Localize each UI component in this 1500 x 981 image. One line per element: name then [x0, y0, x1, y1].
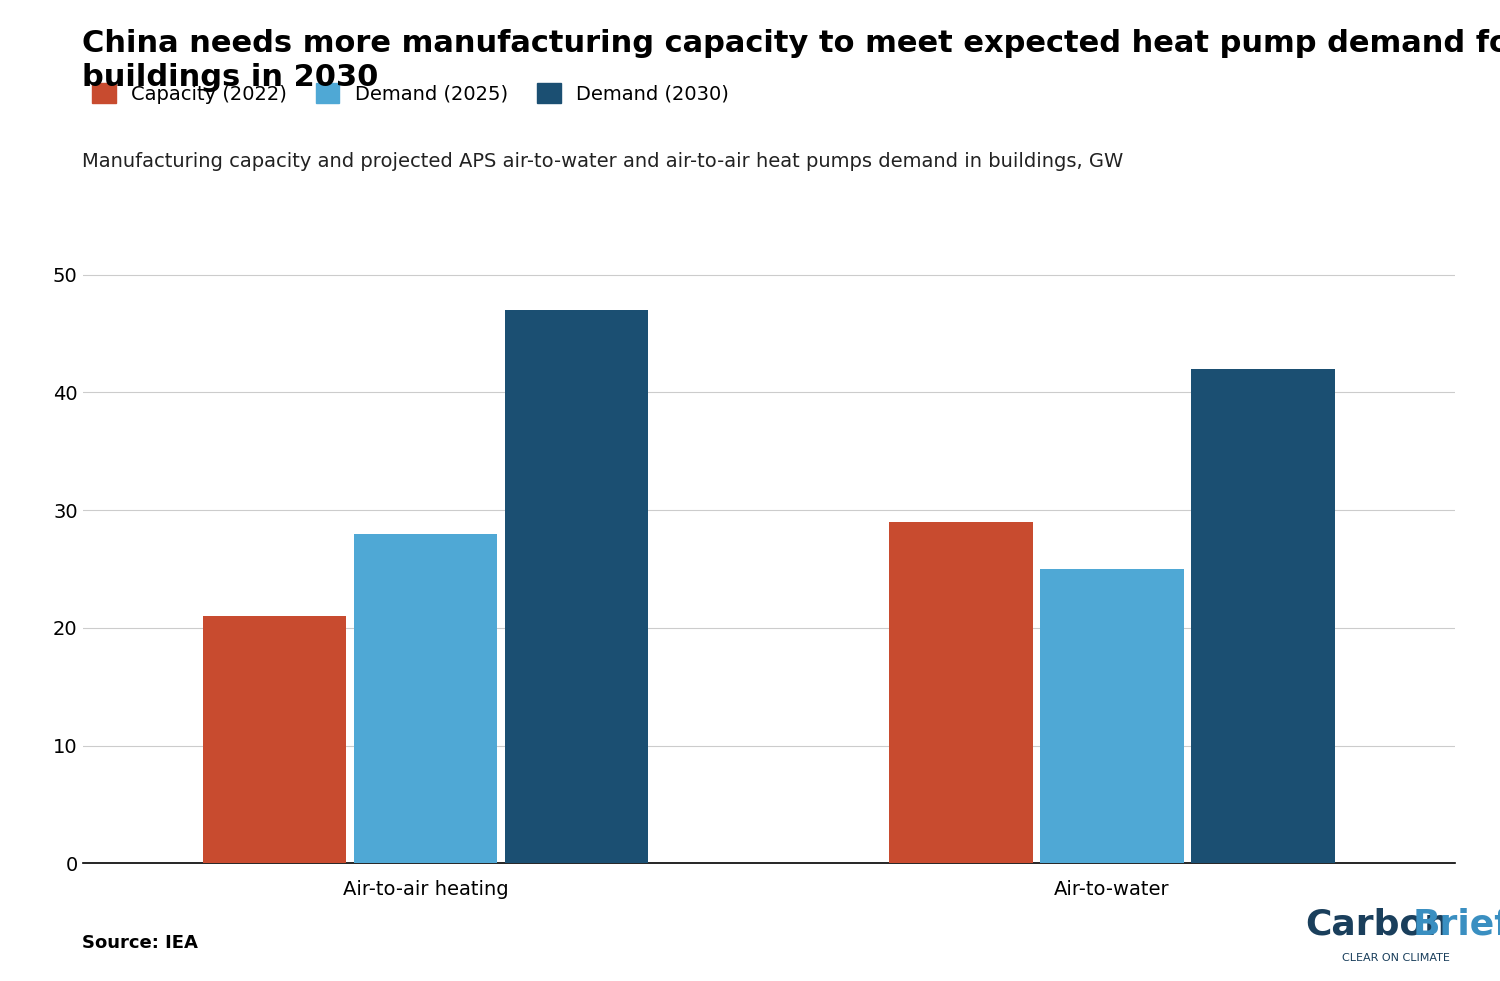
Text: Manufacturing capacity and projected APS air-to-water and air-to-air heat pumps : Manufacturing capacity and projected APS…	[82, 152, 1124, 171]
Bar	[354, 534, 498, 863]
Text: Carbon: Carbon	[1305, 907, 1450, 942]
Bar	[202, 616, 346, 863]
Bar	[1191, 369, 1335, 863]
Text: Brief: Brief	[1413, 907, 1500, 942]
Text: China needs more manufacturing capacity to meet expected heat pump demand for
bu: China needs more manufacturing capacity …	[82, 29, 1500, 92]
Legend: Capacity (2022), Demand (2025), Demand (2030): Capacity (2022), Demand (2025), Demand (…	[92, 83, 729, 104]
Bar	[890, 522, 1032, 863]
Text: Source: IEA: Source: IEA	[82, 934, 198, 952]
Bar	[506, 310, 648, 863]
Bar	[1040, 569, 1184, 863]
Text: CLEAR ON CLIMATE: CLEAR ON CLIMATE	[1342, 954, 1450, 963]
